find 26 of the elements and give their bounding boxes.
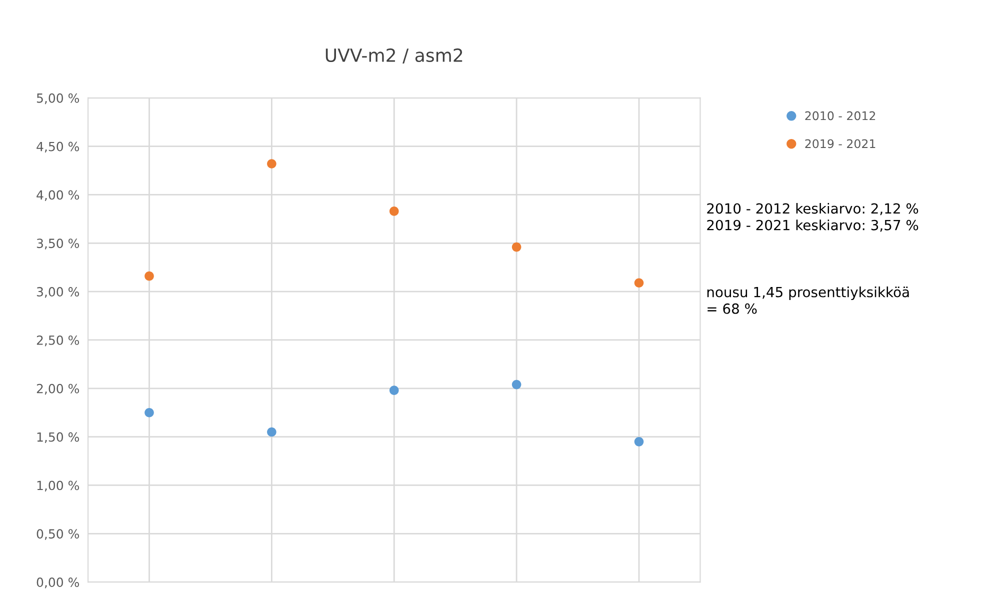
legend-label: 2019 - 2021: [805, 139, 876, 148]
text: nousu 1,45 prosenttiyksikköä = 68 %: [707, 286, 909, 314]
point: [267, 159, 276, 168]
point: [389, 206, 399, 216]
point: [512, 242, 522, 252]
y-tick-label: 4,00 %: [36, 190, 79, 201]
text: 2010 - 2012 keskiarvo: 2,12 % 2019 - 2021 keskiarvo: 3,57 %: [707, 202, 918, 232]
y-tick-label: 0,50 %: [36, 529, 79, 540]
chart-title: UVV-m2 / asm2: [326, 48, 462, 64]
point: [267, 427, 276, 437]
y-tick-label: 5,00 %: [36, 93, 79, 104]
y-tick-label: 1,50 %: [37, 432, 79, 444]
point: [512, 380, 522, 390]
legend-label: 2010 - 2012: [805, 111, 876, 120]
point: [389, 386, 399, 396]
y-tick-label: 2,00 %: [36, 384, 79, 395]
y-tick-label: 0,00 %: [36, 578, 79, 588]
y-tick-label: 4,50 %: [36, 142, 79, 153]
point: [634, 437, 644, 446]
point: [634, 278, 644, 288]
y-tick-label: 3,50 %: [36, 238, 79, 250]
point: [144, 271, 154, 281]
point: [144, 408, 154, 418]
y-tick-label: 1,00 %: [37, 480, 79, 492]
y-tick-label: 3,00 %: [36, 287, 79, 298]
y-tick-label: 2,50 %: [36, 335, 79, 346]
